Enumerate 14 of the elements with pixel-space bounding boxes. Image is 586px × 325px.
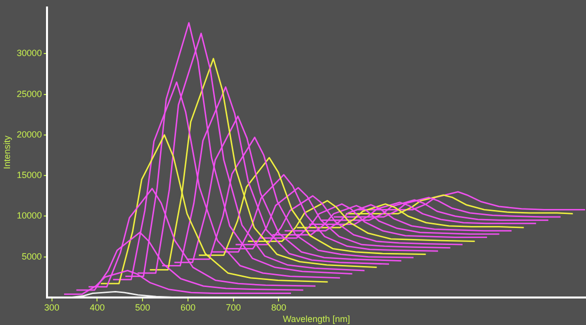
y-tick-label: 5000 (22, 251, 42, 262)
x-tick-label: 800 (271, 302, 286, 312)
x-axis-title: Wavelength [nm] (282, 314, 350, 324)
y-tick-label: 30000 (16, 48, 42, 58)
x-tick-label: 300 (44, 302, 60, 312)
y-axis-title: Intensity (2, 135, 12, 170)
y-tick-label: 20000 (16, 129, 42, 140)
y-tick-label: 25000 (16, 88, 42, 99)
y-tick-label: 10000 (16, 210, 42, 221)
x-tick-label: 600 (180, 302, 196, 312)
y-tick-label: 15000 (16, 170, 42, 180)
x-tick-label: 500 (135, 302, 150, 312)
x-tick-label: 700 (226, 302, 241, 312)
x-tick-label: 400 (90, 302, 105, 312)
